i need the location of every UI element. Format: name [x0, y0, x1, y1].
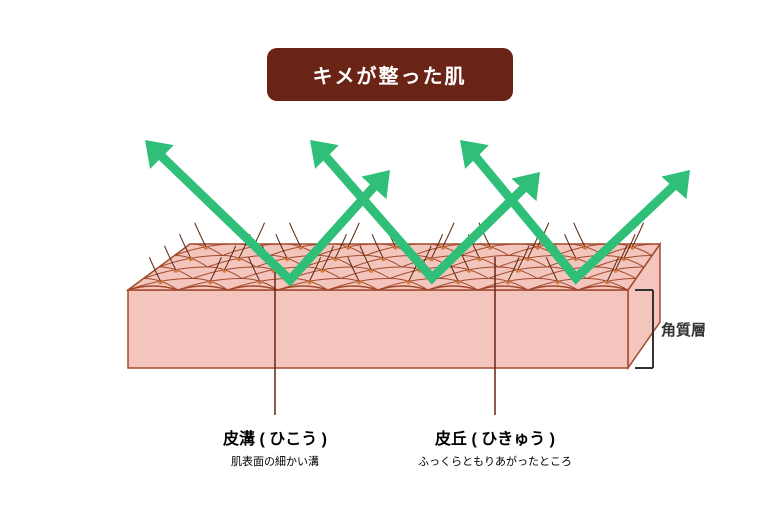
callout-hikou-sub: 肌表面の細かい溝	[155, 453, 395, 469]
callout-hikou: 皮溝 ( ひこう ) 肌表面の細かい溝	[155, 425, 395, 469]
callout-hikyuu-main: 皮丘 ( ひきゅう )	[375, 425, 615, 449]
stratum-corneum-label: 角質層	[661, 319, 706, 340]
diagram-stage: キメが整った肌 角質層 皮溝 ( ひこう ) 肌表面の細かい溝 皮丘 ( ひきゅ…	[0, 0, 779, 519]
callout-hikou-main: 皮溝 ( ひこう )	[155, 425, 395, 449]
callout-hikyuu: 皮丘 ( ひきゅう ) ふっくらともりあがったところ	[375, 425, 615, 469]
callout-hikyuu-sub: ふっくらともりあがったところ	[375, 453, 615, 469]
